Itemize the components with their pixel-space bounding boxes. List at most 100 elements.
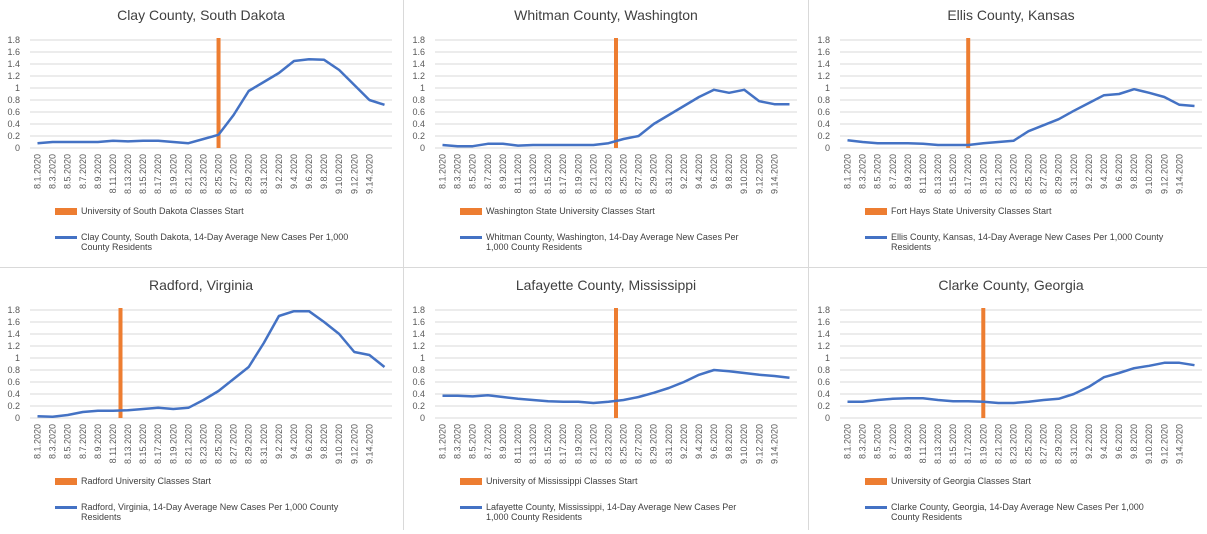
y-tick-label: 0.8 (7, 365, 20, 375)
y-tick-label: 0.6 (7, 377, 20, 387)
x-tick-label: 9.10.2020 (334, 154, 344, 194)
x-tick-label: 8.5.2020 (468, 154, 478, 189)
y-tick-label: 1 (420, 353, 425, 363)
x-tick-label: 8.13.2020 (123, 154, 133, 194)
y-tick-label: 1.8 (7, 305, 20, 315)
x-tick-label: 8.25.2020 (619, 154, 629, 194)
x-tick-label: 8.21.2020 (183, 154, 193, 194)
chart-panel: Whitman County, Washington 0 0.2 0.4 0.6 0.8 1… (405, 0, 807, 264)
x-tick-label: 9.4.2020 (289, 424, 299, 459)
y-tick-label: 1.8 (412, 35, 425, 45)
data-line (442, 368, 790, 405)
chart-title: Lafayette County, Mississippi (516, 277, 696, 293)
y-tick-label: 1.4 (817, 59, 830, 69)
x-tick-label: 8.29.2020 (649, 154, 659, 194)
x-tick-label: 9.2.2020 (274, 424, 284, 459)
x-tick-label: 8.1.2020 (843, 154, 853, 189)
x-tick-label: 9.14.2020 (364, 424, 374, 464)
chart-panel: Clay County, South Dakota 0 0.2 0.4 0.6 0.8 1 1… (0, 0, 402, 264)
y-tick-label: 0.4 (7, 119, 20, 129)
legend-label: Washington State University Classes Star… (486, 206, 655, 216)
x-tick-label: 8.31.2020 (259, 154, 269, 194)
x-tick-label: 9.6.2020 (709, 424, 719, 459)
x-tick-label: 9.12.2020 (1159, 424, 1169, 464)
chart-title: Clarke County, Georgia (938, 277, 1083, 293)
x-tick-label: 8.17.2020 (963, 154, 973, 194)
y-tick-label: 1.4 (7, 59, 20, 69)
legend-swatch (865, 506, 887, 509)
legend-item: Fort Hays State University Classes Start (865, 206, 1165, 216)
legend-swatch (460, 478, 482, 485)
divider (403, 0, 404, 530)
y-tick-label: 1 (15, 353, 20, 363)
y-tick-label: 0.4 (817, 119, 830, 129)
x-tick-label: 8.25.2020 (1024, 154, 1034, 194)
y-tick-label: 0.8 (817, 95, 830, 105)
y-tick-label: 1.2 (7, 341, 20, 351)
x-tick-label: 9.14.2020 (364, 154, 374, 194)
x-tick-label: 8.27.2020 (229, 424, 239, 464)
y-tick-label: 0.2 (7, 401, 20, 411)
legend-label: University of South Dakota Classes Start (81, 206, 244, 216)
y-tick-label: 0.2 (412, 401, 425, 411)
y-tick-label: 0.8 (412, 95, 425, 105)
x-tick-label: 8.29.2020 (1054, 154, 1064, 194)
chart: Ellis County, Kansas 0 0.2 0.4 0.6 0.8 1 1.2 1.4… (817, 7, 1202, 194)
y-tick-label: 0.2 (412, 131, 425, 141)
x-tick-label: 9.6.2020 (1114, 424, 1124, 459)
y-tick-label: 1.8 (412, 305, 425, 315)
chart-title: Ellis County, Kansas (947, 7, 1074, 23)
x-tick-label: 8.23.2020 (198, 154, 208, 194)
chart: Radford, Virginia 0 0.2 0.4 0.6 0.8 1 1.2 1.4 1.6… (7, 277, 392, 464)
x-tick-label: 9.4.2020 (694, 424, 704, 459)
legend-item: Washington State University Classes Star… (460, 206, 760, 216)
y-tick-label: 0 (420, 143, 425, 153)
x-tick-label: 8.29.2020 (1054, 424, 1064, 464)
legend-swatch (865, 208, 887, 215)
y-tick-label: 1.4 (412, 329, 425, 339)
x-tick-label: 8.7.2020 (78, 424, 88, 459)
x-tick-label: 8.11.2020 (108, 424, 118, 463)
legend-item: Whitman County, Washington, 14-Day Avera… (460, 232, 760, 252)
y-tick-label: 1.4 (7, 329, 20, 339)
y-tick-label: 1.8 (817, 35, 830, 45)
x-tick-label: 8.19.2020 (978, 154, 988, 194)
x-tick-label: 8.29.2020 (244, 154, 254, 194)
x-tick-label: 8.21.2020 (183, 424, 193, 464)
chart-panel: Ellis County, Kansas 0 0.2 0.4 0.6 0.8 1 1.2 1.4… (810, 0, 1207, 264)
x-tick-label: 8.7.2020 (888, 154, 898, 189)
x-tick-label: 9.8.2020 (1129, 424, 1139, 459)
y-tick-label: 1.2 (817, 341, 830, 351)
divider (0, 267, 1207, 268)
legend-item: Clarke County, Georgia, 14-Day Average N… (865, 502, 1165, 522)
event-line (118, 308, 123, 418)
x-tick-label: 9.12.2020 (754, 424, 764, 464)
x-tick-label: 8.21.2020 (588, 154, 598, 194)
x-tick-label: 8.23.2020 (603, 154, 613, 194)
x-tick-label: 8.9.2020 (903, 154, 913, 189)
x-tick-label: 9.12.2020 (349, 154, 359, 194)
y-tick-label: 1.6 (412, 317, 425, 327)
y-tick-label: 0 (420, 413, 425, 423)
x-tick-label: 9.14.2020 (1174, 424, 1184, 464)
x-tick-label: 8.15.2020 (138, 424, 148, 464)
y-tick-label: 1 (825, 353, 830, 363)
y-tick-label: 1.4 (817, 329, 830, 339)
x-tick-label: 8.13.2020 (528, 424, 538, 464)
x-tick-label: 8.7.2020 (888, 424, 898, 459)
x-tick-label: 8.23.2020 (1008, 154, 1018, 194)
data-line (442, 88, 790, 148)
x-tick-label: 8.11.2020 (513, 424, 523, 463)
x-tick-label: 8.1.2020 (843, 424, 853, 459)
x-tick-label: 8.27.2020 (634, 424, 644, 464)
x-tick-label: 9.4.2020 (694, 154, 704, 189)
legend-item: Lafayette County, Mississippi, 14-Day Av… (460, 502, 760, 522)
y-tick-label: 0.6 (412, 377, 425, 387)
y-tick-label: 0.6 (412, 107, 425, 117)
x-tick-label: 9.4.2020 (1099, 154, 1109, 189)
x-tick-label: 8.13.2020 (933, 154, 943, 194)
y-tick-label: 0.4 (412, 119, 425, 129)
x-tick-label: 9.10.2020 (1144, 424, 1154, 464)
x-tick-label: 8.11.2020 (108, 154, 118, 193)
